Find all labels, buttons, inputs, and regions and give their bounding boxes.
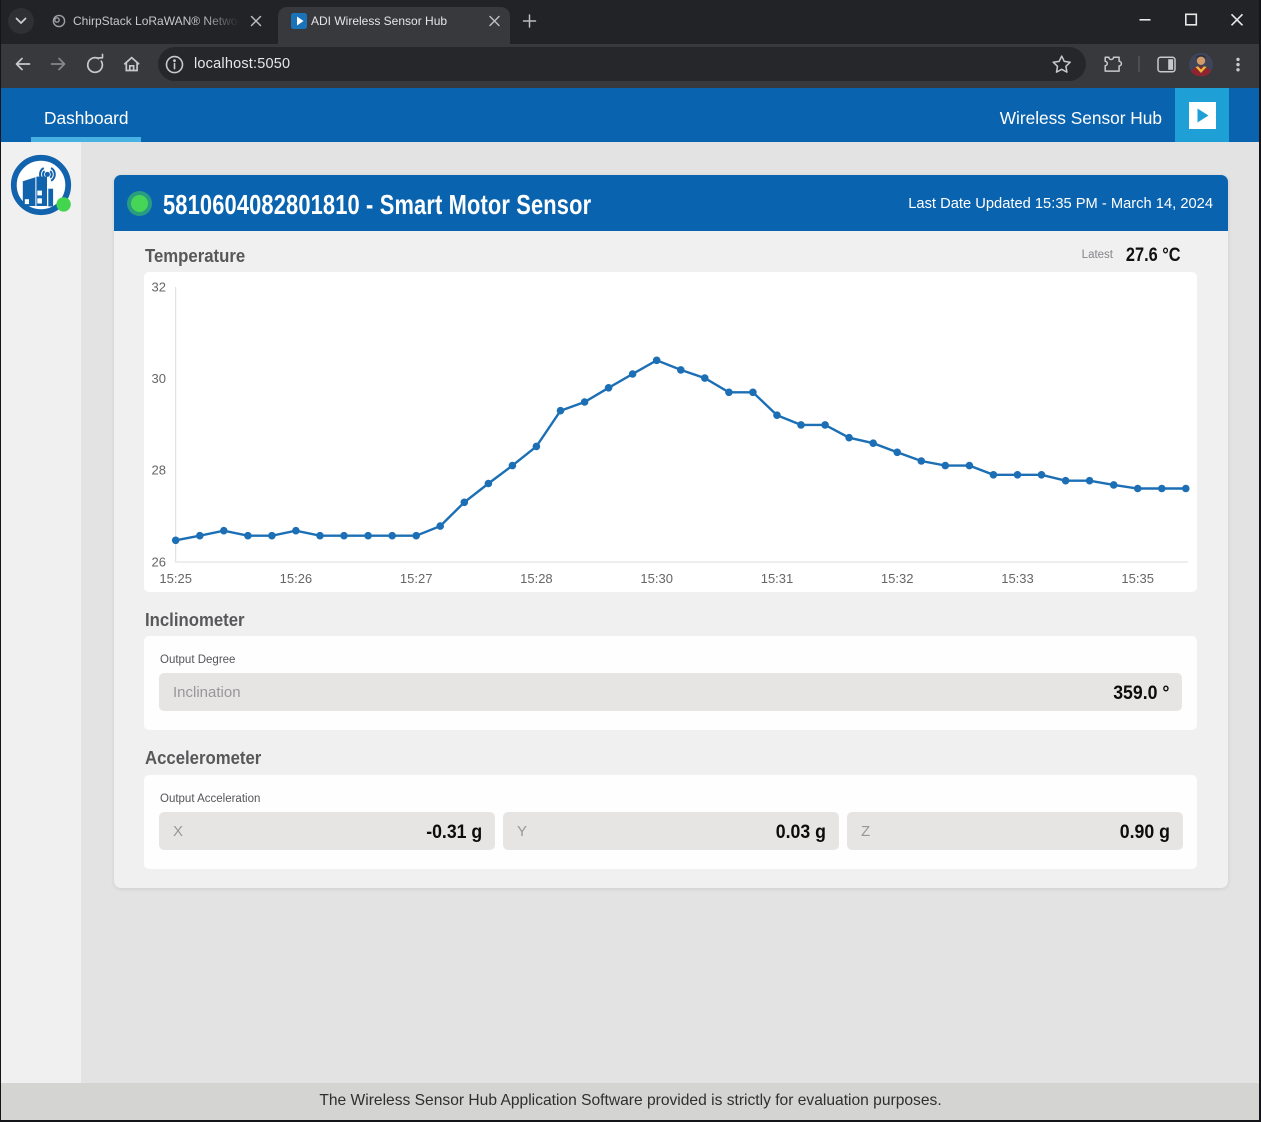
svg-text:15:35: 15:35 [1121, 571, 1154, 586]
svg-text:15:25: 15:25 [159, 571, 192, 586]
svg-text:32: 32 [152, 280, 166, 295]
svg-text:15:26: 15:26 [280, 571, 313, 586]
svg-text:15:27: 15:27 [400, 571, 433, 586]
svg-text:30: 30 [152, 371, 166, 386]
svg-text:15:30: 15:30 [640, 571, 673, 586]
svg-text:15:28: 15:28 [520, 571, 553, 586]
svg-text:15:32: 15:32 [881, 571, 914, 586]
svg-text:15:33: 15:33 [1001, 571, 1034, 586]
svg-text:15:31: 15:31 [761, 571, 794, 586]
svg-text:26: 26 [152, 555, 166, 570]
svg-text:28: 28 [152, 463, 166, 478]
